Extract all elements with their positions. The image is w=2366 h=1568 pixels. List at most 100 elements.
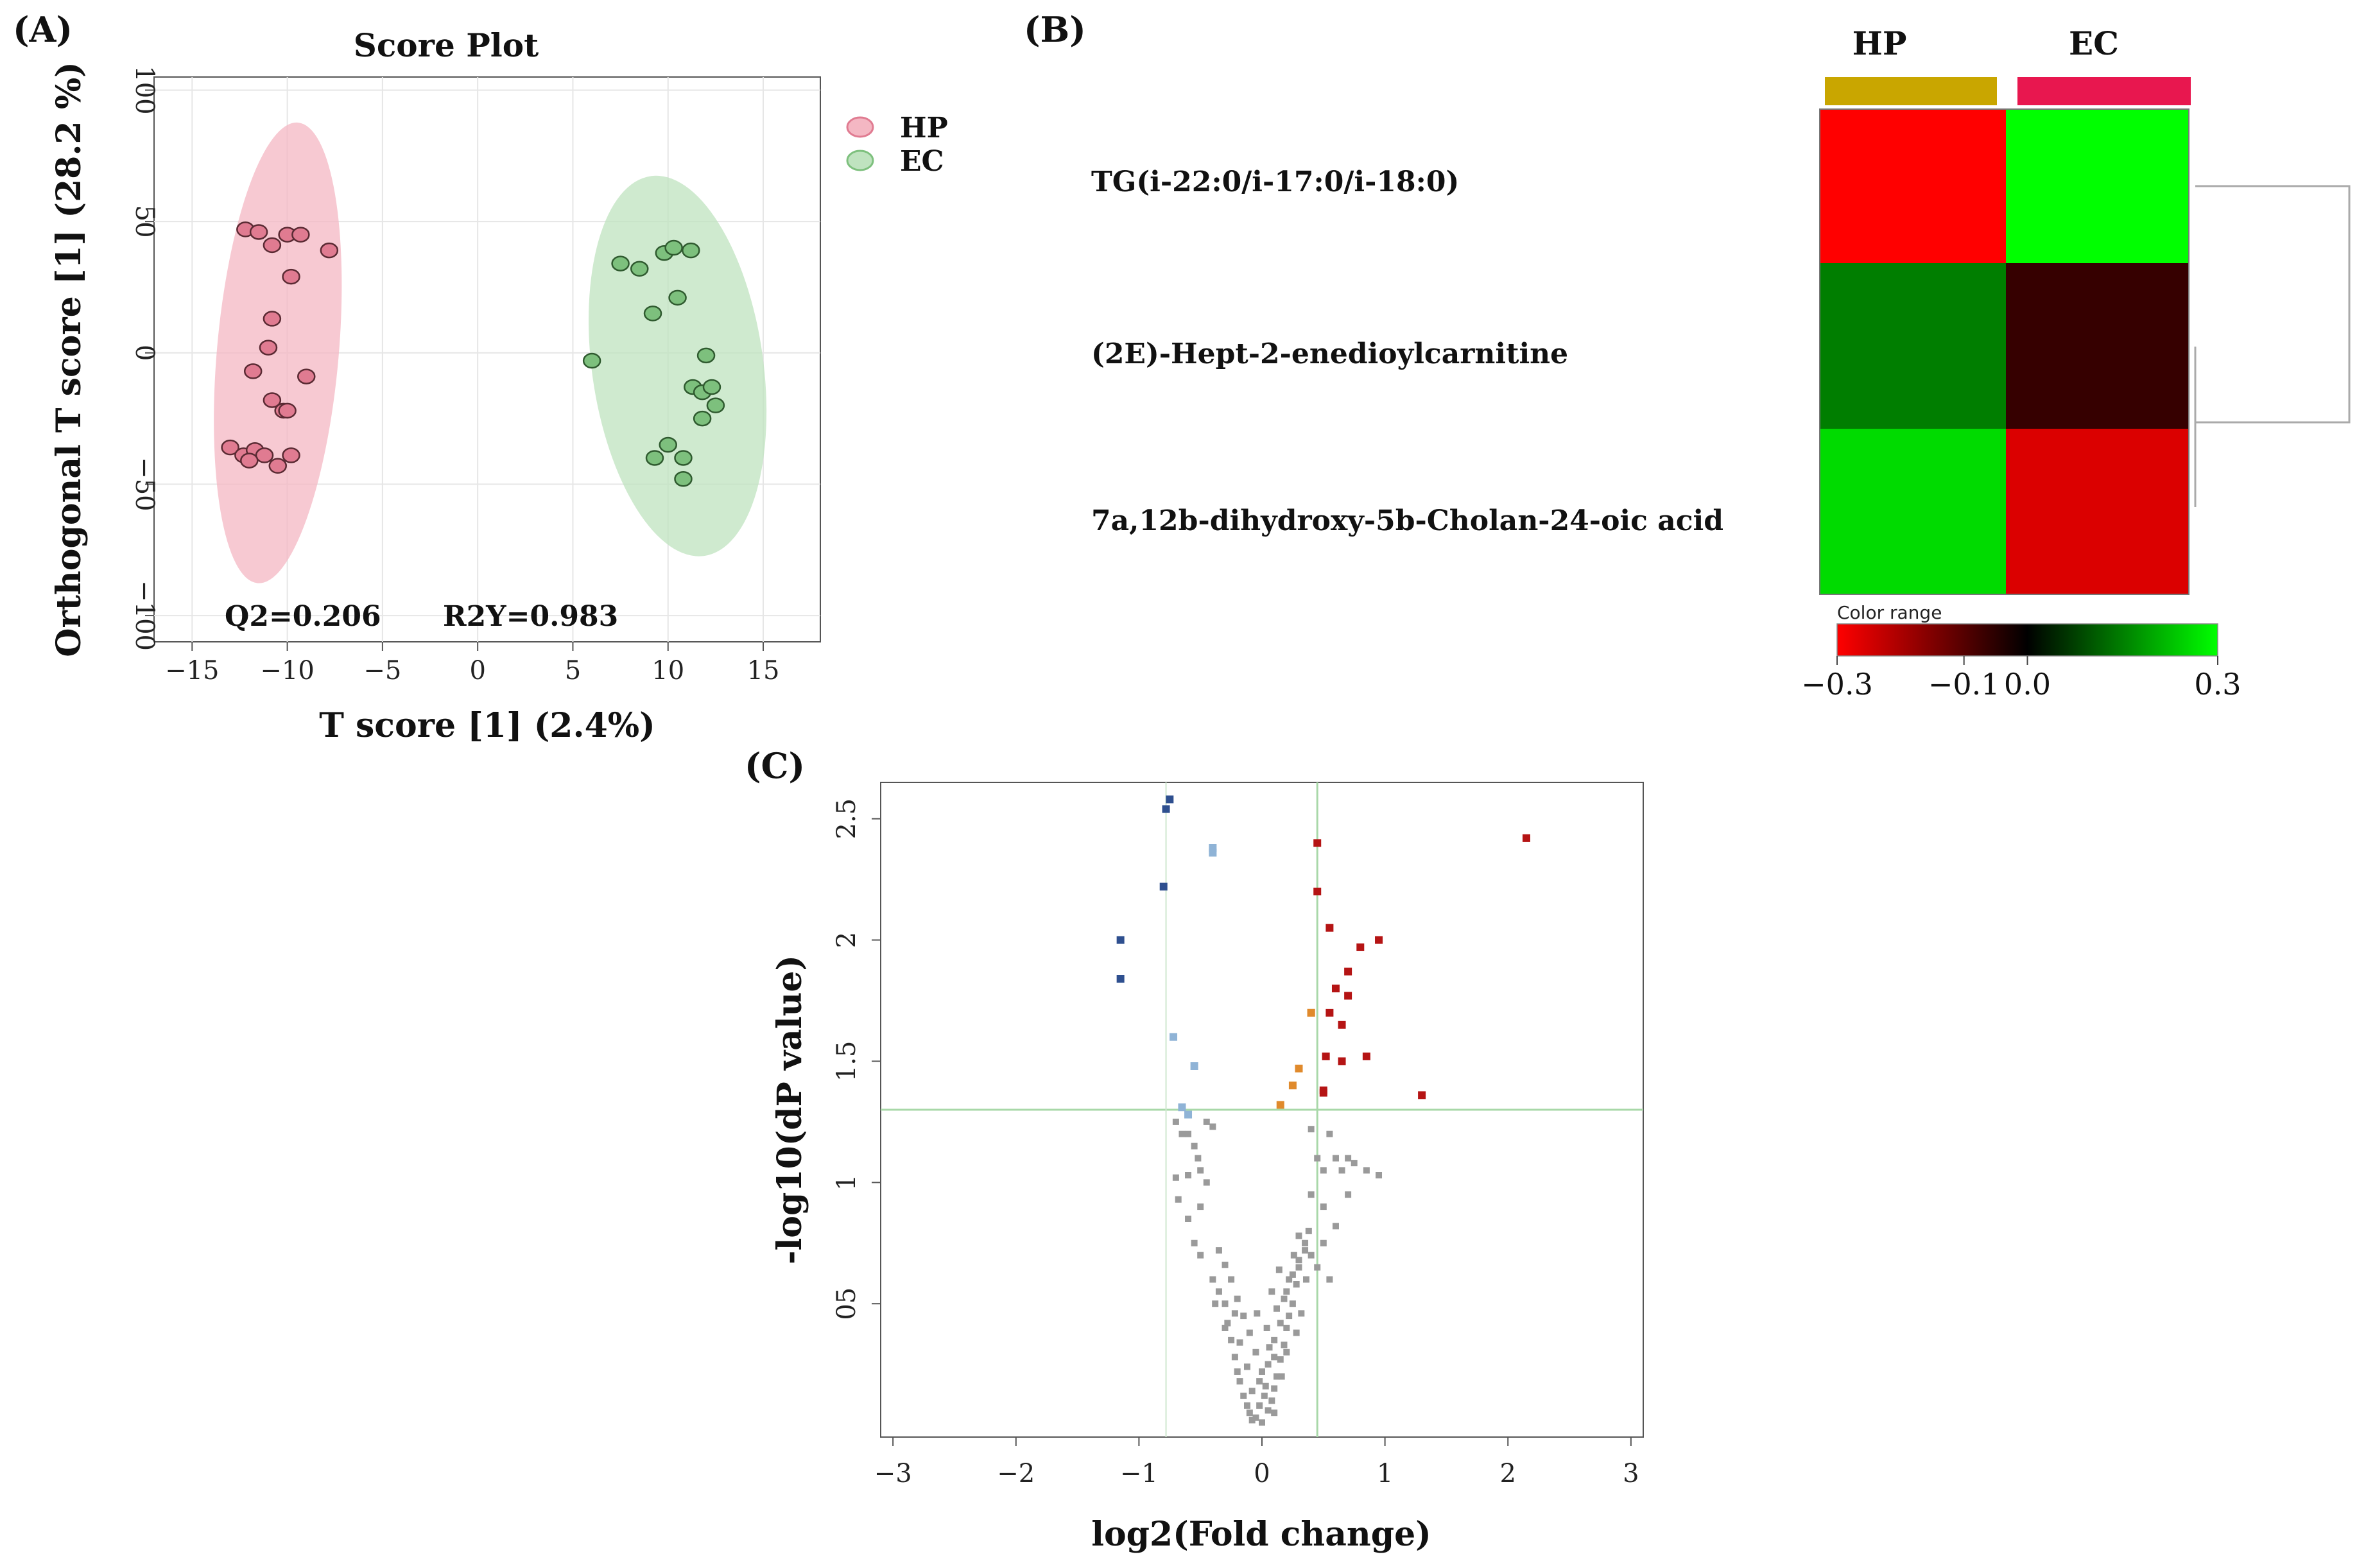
not-significant-point (1363, 1167, 1370, 1174)
down-light-point (1184, 1110, 1193, 1119)
not-significant-point (1308, 1126, 1315, 1133)
score-plot-y-tick-label: −50 (130, 457, 159, 511)
not-significant-point (1278, 1373, 1285, 1380)
down-light-point (1209, 849, 1217, 857)
not-significant-point (1248, 1388, 1256, 1395)
not-significant-point (1290, 1252, 1297, 1259)
score-plot-x-tick-label: −15 (165, 656, 219, 685)
not-significant-point (1197, 1252, 1204, 1259)
not-significant-point (1298, 1310, 1305, 1317)
not-significant-point (1256, 1402, 1263, 1409)
hp-score-point (278, 402, 297, 419)
panel-a: (A) Score Plot −15 −10 −5 0 5 10 15 −100−50050… (13, 9, 948, 745)
hp-confidence-ellipse (214, 122, 342, 583)
not-significant-point (1326, 1130, 1333, 1137)
score-plot-y-tick-label: 0 (130, 345, 159, 361)
not-significant-point (1195, 1155, 1202, 1162)
hp-score-point (263, 392, 282, 408)
ec-score-point (696, 347, 716, 364)
not-significant-point (1351, 1160, 1358, 1167)
heatmap-cell-r2-ec (2006, 263, 2189, 429)
hp-score-point (240, 452, 259, 469)
down-light-point (1178, 1103, 1186, 1112)
not-significant-point (1277, 1356, 1284, 1363)
not-significant-point (1271, 1354, 1278, 1361)
down-point (1116, 975, 1125, 983)
not-significant-point (1215, 1247, 1222, 1254)
not-significant-point (1197, 1167, 1204, 1174)
not-significant-point (1271, 1409, 1278, 1417)
volcano-x-tick-label: 0 (1254, 1459, 1270, 1488)
not-significant-point (1224, 1320, 1231, 1327)
heatmap-ec-group-bar (2017, 77, 2191, 105)
not-significant-point (1236, 1339, 1243, 1346)
volcano-y-tick-label: 2 (832, 932, 861, 948)
legend-ec-label: EC (900, 145, 944, 178)
score-plot-x-ticks: −15 −10 −5 0 5 10 15 (165, 642, 779, 685)
not-significant-point (1172, 1174, 1179, 1181)
heatmap-cell-r3-ec (2006, 429, 2189, 594)
not-significant-point (1212, 1300, 1219, 1307)
volcano-x-label: log2(Fold change) (1091, 1515, 1431, 1554)
not-significant-point (1231, 1310, 1238, 1317)
score-plot-y-tick-label: 50 (130, 205, 159, 238)
not-significant-point (1252, 1414, 1259, 1421)
r2y-annotation: R2Y=0.983 (443, 600, 618, 633)
not-significant-point (1244, 1402, 1251, 1409)
not-significant-point (1286, 1276, 1293, 1283)
ec-score-point (668, 289, 687, 306)
score-plot-x-tick-label: 15 (747, 656, 780, 685)
not-significant-point (1332, 1155, 1339, 1162)
not-significant-point (1308, 1191, 1315, 1198)
not-significant-point (1295, 1257, 1302, 1264)
not-significant-point (1215, 1288, 1222, 1295)
not-significant-point (1320, 1167, 1327, 1174)
score-plot-title: Score Plot (354, 26, 539, 64)
up-light-point (1288, 1081, 1297, 1090)
not-significant-point (1281, 1341, 1288, 1348)
not-significant-point (1185, 1216, 1192, 1222)
not-significant-point (1256, 1378, 1263, 1385)
down-point (1116, 936, 1125, 944)
not-significant-point (1345, 1191, 1352, 1198)
color-range-tick-label: 0.3 (2194, 667, 2241, 702)
up-point (1362, 1052, 1370, 1060)
color-range-tick-label: −0.1 (1928, 667, 2000, 702)
not-significant-point (1271, 1336, 1278, 1343)
not-significant-point (1248, 1417, 1256, 1424)
heatmap-hp-group-bar (1825, 77, 1997, 105)
not-significant-point (1234, 1295, 1241, 1302)
not-significant-point (1191, 1142, 1198, 1150)
up-point (1331, 985, 1340, 993)
not-significant-point (1286, 1313, 1293, 1320)
heatmap-cell-r2-hp (1820, 263, 2006, 429)
not-significant-point (1302, 1276, 1309, 1283)
ec-score-point (674, 450, 693, 466)
color-range-title: Color range (1837, 602, 1942, 623)
ec-score-point (645, 450, 664, 466)
not-significant-point (1293, 1329, 1300, 1336)
ec-score-point (664, 239, 683, 256)
heatmap-cell-r1-hp (1820, 109, 2006, 263)
heatmap-cell-r1-ec (2006, 109, 2189, 263)
hp-score-point (243, 363, 263, 379)
not-significant-point (1185, 1172, 1192, 1178)
not-significant-point (1236, 1378, 1243, 1385)
not-significant-point (1302, 1247, 1309, 1254)
ec-score-point (706, 397, 725, 413)
not-significant-point (1222, 1261, 1229, 1268)
score-plot-x-tick-label: −10 (260, 656, 314, 685)
not-significant-point (1283, 1348, 1290, 1356)
not-significant-point (1203, 1118, 1210, 1125)
panel-a-label: (A) (13, 9, 73, 50)
heatmap-cells (1819, 108, 2189, 595)
not-significant-point (1240, 1313, 1247, 1320)
not-significant-point (1254, 1310, 1261, 1317)
not-significant-point (1305, 1227, 1312, 1234)
hp-score-point (255, 447, 274, 463)
not-significant-point (1326, 1276, 1333, 1283)
volcano-x-tick-label: 2 (1499, 1459, 1515, 1488)
hp-score-point (282, 268, 300, 285)
not-significant-point (1246, 1409, 1253, 1417)
score-plot-x-label: T score [1] (2.4%) (319, 706, 655, 745)
